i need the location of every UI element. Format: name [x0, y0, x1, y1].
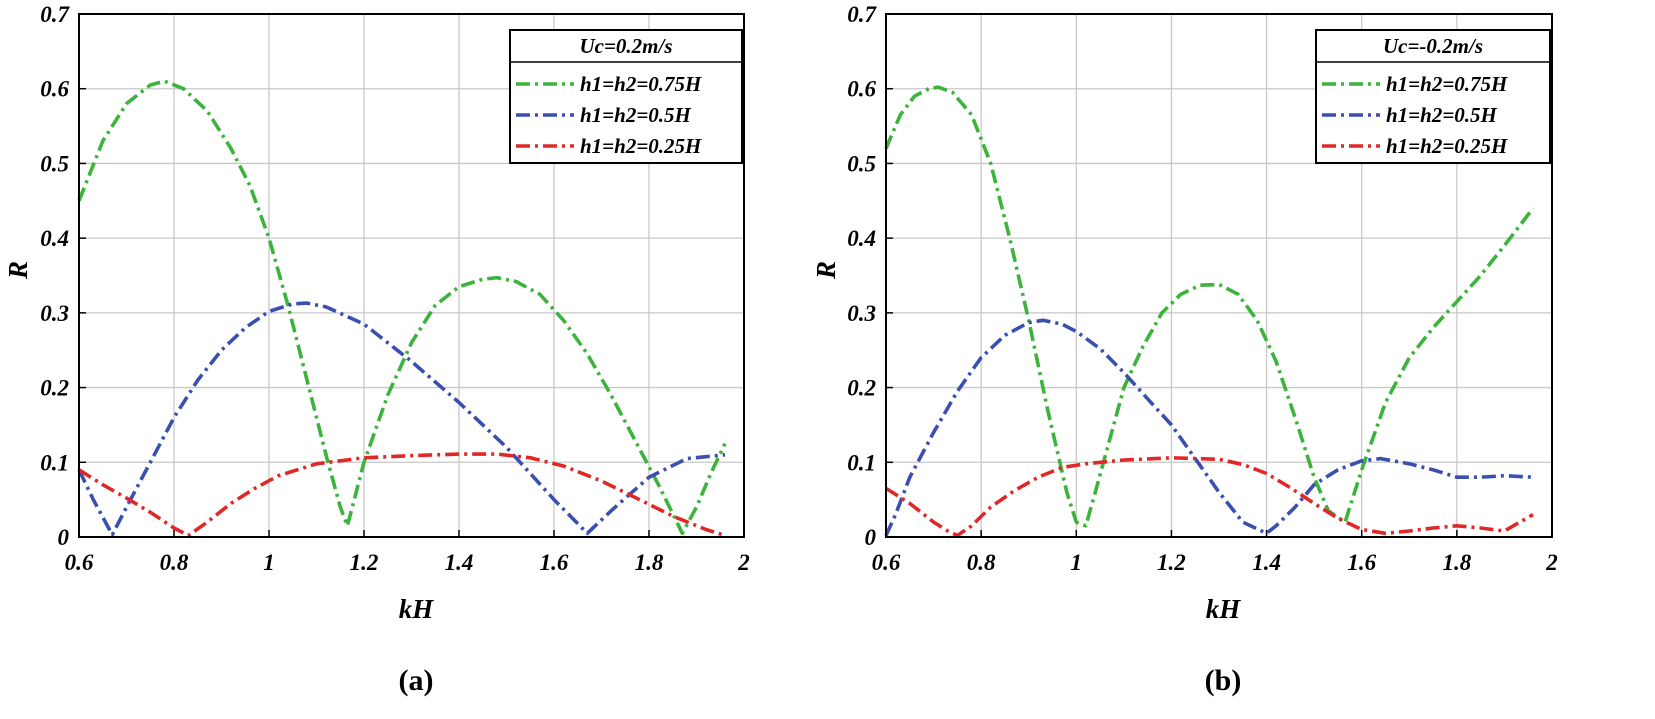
- series-line: [884, 85, 1535, 528]
- y-tick-label: 0: [58, 525, 70, 550]
- x-tick-label: 0.6: [872, 550, 901, 575]
- panel-label-b: (b): [1205, 664, 1242, 697]
- x-tick-label: 2: [737, 550, 750, 575]
- x-axis-label-b: kH: [1206, 594, 1242, 624]
- y-tick-label: 0.1: [40, 450, 69, 475]
- y-tick-label: 0.6: [40, 77, 69, 102]
- y-tick-label: 0.4: [847, 226, 876, 251]
- y-tick-label: 0.1: [847, 450, 876, 475]
- x-tick-label: 1.6: [1347, 550, 1376, 575]
- x-tick-label: 0.8: [967, 550, 996, 575]
- legend: Uc=-0.2m/s h1=h2=0.75H h1=h2=0.5H h1=h2=0.2…: [1315, 29, 1551, 164]
- series-line: [885, 455, 1534, 538]
- panel-label-a: (a): [399, 664, 434, 697]
- legend-label: h1=h2=0.75H: [580, 72, 702, 96]
- y-tick-label: 0.3: [847, 301, 876, 326]
- x-tick-label: 1.8: [635, 550, 664, 575]
- panel-a: (a) kH R: [3, 261, 434, 697]
- y-tick-label: 0.4: [40, 226, 69, 251]
- legend-title: Uc=-0.2m/s: [1383, 34, 1483, 58]
- axes-frame: [78, 13, 745, 538]
- x-tick-label: 2: [1545, 550, 1558, 575]
- plot-area-a: 0.6 0.8 1 1.2 1.4 1.6 1.8 2 0 0.1 0.2 0.3 0.4 0.5 0.6 0…: [40, 2, 750, 575]
- x-tick-label: 1: [1071, 550, 1083, 575]
- legend: Uc=0.2m/s h1=h2=0.75H h1=h2=0.5H h1=h2=0.25…: [509, 29, 743, 164]
- y-tick-label: 0.2: [847, 376, 876, 401]
- legend-label: h1=h2=0.25H: [580, 134, 702, 158]
- y-tick-label: 0: [865, 525, 877, 550]
- plot-area-b: 0.6 0.8 1 1.2 1.4 1.6 1.8 2 0 0.1 0.2 0.3 0.4 0.5 0.6 0…: [847, 2, 1558, 575]
- y-axis-label-b: R: [811, 261, 841, 280]
- x-tick-label: 1.6: [540, 550, 569, 575]
- y-tick-label: 0.7: [847, 2, 877, 27]
- axes-frame: [885, 13, 1553, 538]
- legend-label: h1=h2=0.75H: [1386, 72, 1508, 96]
- x-tick-label: 1.2: [350, 550, 379, 575]
- legend-box: [509, 29, 743, 164]
- x-tick-label: 1.4: [445, 550, 474, 575]
- legend-box: [1315, 29, 1551, 164]
- y-tick-label: 0.3: [40, 301, 69, 326]
- y-tick-label: 0.6: [847, 77, 876, 102]
- y-tick-label: 0.5: [40, 151, 69, 176]
- x-tick-label: 0.8: [160, 550, 189, 575]
- y-axis-label-a: R: [3, 261, 33, 280]
- legend-label: h1=h2=0.5H: [1386, 103, 1498, 127]
- legend-title: Uc=0.2m/s: [579, 34, 672, 58]
- legend-label: h1=h2=0.5H: [580, 103, 692, 127]
- x-tick-label: 0.6: [65, 550, 94, 575]
- y-tick-label: 0.5: [847, 151, 876, 176]
- y-tick-label: 0.7: [40, 2, 70, 27]
- x-axis-label-a: kH: [399, 594, 435, 624]
- x-tick-label: 1.8: [1442, 550, 1471, 575]
- series-line: [77, 301, 726, 537]
- x-tick-label: 1.2: [1157, 550, 1186, 575]
- legend-label: h1=h2=0.25H: [1386, 134, 1508, 158]
- x-tick-label: 1.4: [1252, 550, 1281, 575]
- y-tick-label: 0.2: [40, 376, 69, 401]
- series-line: [78, 452, 726, 538]
- panel-b: (b) kH R: [811, 261, 1241, 697]
- series-line: [77, 79, 727, 536]
- x-tick-label: 1: [263, 550, 275, 575]
- series-line: [884, 318, 1534, 537]
